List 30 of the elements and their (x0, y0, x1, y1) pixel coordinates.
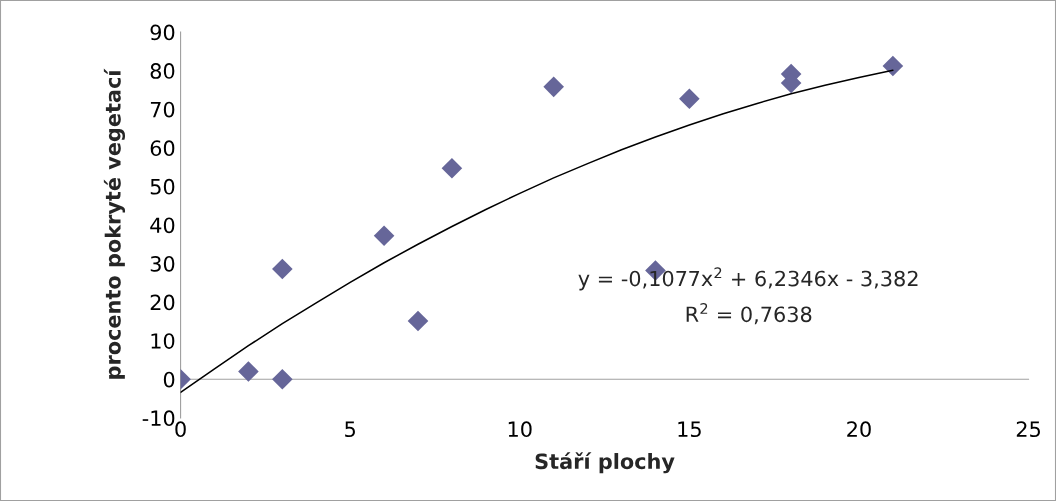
y-tick-label: -10 (142, 410, 175, 427)
y-tick-label: 50 (150, 178, 175, 195)
y-tick-label: 30 (150, 255, 175, 272)
x-axis-title: Stáří plochy (535, 452, 675, 474)
y-tick-label: 80 (150, 63, 175, 79)
point (679, 88, 700, 110)
point (882, 55, 904, 77)
y-tick-label: 0 (163, 371, 175, 388)
point (373, 225, 395, 247)
y-tick-label: 40 (150, 217, 175, 234)
x-tick-label: 0 (175, 421, 186, 438)
y-tick-label: 60 (150, 140, 175, 157)
x-tick-label: 5 (345, 421, 355, 438)
y-tick-label: 10 (151, 333, 175, 349)
annotation: R$^{2}$ = 0,7638 (686, 303, 812, 325)
y-tick-label: 70 (150, 101, 175, 118)
point (543, 76, 564, 98)
point (407, 310, 429, 332)
point (272, 258, 293, 280)
x-tick-label: 15 (678, 421, 701, 438)
x-tick-label: 10 (508, 421, 532, 438)
y-tick-label: 90 (150, 24, 175, 41)
point (441, 157, 463, 179)
y-axis-title: procento pokryté vegetací (103, 68, 126, 379)
annotation: y = -0,1077x$^{2}$ + 6,2346x - 3,382 (578, 267, 918, 291)
point (272, 368, 293, 390)
point (238, 361, 259, 382)
x-tick-label: 20 (847, 421, 871, 438)
y-tick-label: 20 (150, 294, 175, 311)
x-tick-label: 25 (1016, 421, 1040, 438)
